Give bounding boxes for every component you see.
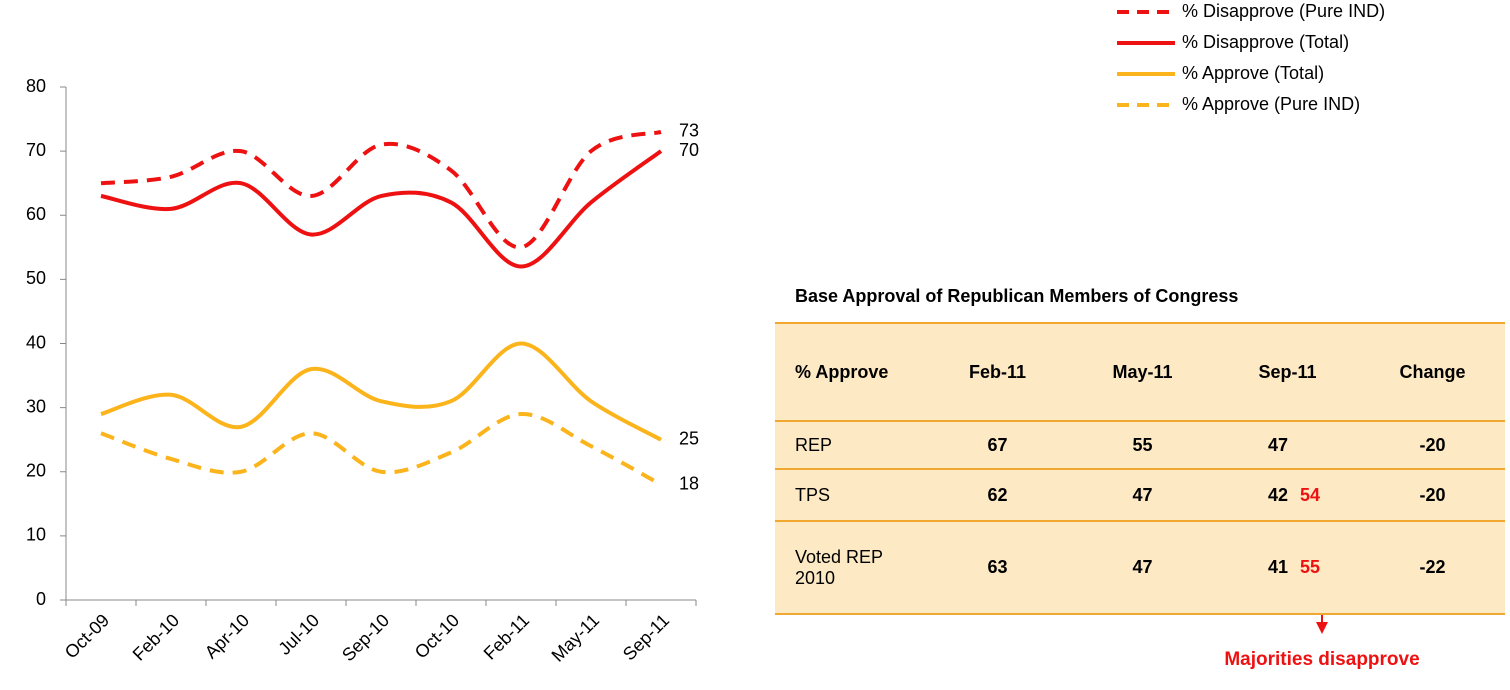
header-cell: % Approve [795, 361, 889, 382]
table-cell: 67 [987, 434, 1008, 455]
cell-value: 42 [1268, 484, 1289, 505]
table-cell: -22 [1419, 557, 1446, 577]
y-tick-label: 60 [26, 204, 46, 224]
table-cell: -20 [1419, 484, 1446, 505]
table-row: REP 67 55 47 -20 [775, 421, 1505, 469]
y-tick-label: 0 [36, 589, 46, 609]
table-cell: Voted REP 2010 [795, 546, 883, 588]
header-cell: May-11 [1112, 361, 1173, 382]
legend-label: % Disapprove (Pure IND) [1182, 1, 1385, 21]
y-tick-label: 70 [26, 140, 46, 160]
value-label: 70 [679, 140, 699, 160]
table-cell: 55 [1132, 434, 1153, 455]
disapprove-value: 54 [1300, 484, 1321, 505]
header-cell: Sep-11 [1258, 361, 1317, 382]
x-tick-label: Feb-11 [480, 610, 534, 664]
legend-label: % Approve (Total) [1182, 63, 1324, 83]
legend-label: % Disapprove (Total) [1182, 32, 1349, 52]
legend-label: % Approve (Pure IND) [1182, 94, 1360, 114]
table-cell: 47 [1132, 557, 1153, 577]
table-cell: TPS [795, 484, 831, 505]
table-cell: 62 [987, 484, 1008, 505]
header-row: % Approve Feb-11 May-11 Sep-11 Change [775, 323, 1505, 421]
disapprove-value: 55 [1300, 557, 1321, 577]
series-line [100, 412, 662, 487]
table-cell: 42 54 [1215, 469, 1360, 521]
x-tick-label: Sep-10 [338, 610, 393, 665]
cell-value: 41 [1268, 557, 1289, 577]
table: % Approve Feb-11 May-11 Sep-11 Change REP 67 5… [775, 322, 1505, 615]
arrow-head [1316, 622, 1328, 634]
table-row: TPS 62 47 42 54 -20 [775, 469, 1505, 521]
table-title: Base Approval of Republican Members of C… [795, 286, 1239, 306]
x-tick-label: Apr-10 [201, 610, 253, 662]
table-cell: 47 [1132, 484, 1153, 505]
table-row: Voted REP 2010 63 47 41 55 -22 [775, 521, 1505, 614]
table-cell: 47 [1215, 421, 1360, 469]
table-cell: 63 [987, 557, 1008, 577]
note: Majorities disapprove [1224, 649, 1419, 670]
y-tick-label: 10 [26, 525, 46, 545]
y-tick-label: 80 [26, 76, 46, 96]
x-tick-label: Jul-10 [274, 610, 323, 659]
cell-value: 47 [1268, 434, 1289, 455]
header-cell: Feb-11 [968, 361, 1027, 382]
table-cell: 41 55 [1215, 521, 1360, 614]
x-tick-label: Sep-11 [619, 610, 673, 664]
value-label: 18 [679, 473, 699, 493]
table-cell: REP [795, 434, 833, 455]
table-cell: -20 [1419, 434, 1446, 455]
y-tick-label: 30 [26, 396, 46, 416]
x-tick-label: Oct-09 [61, 610, 113, 662]
y-tick-label: 20 [26, 461, 46, 481]
series-line [100, 341, 662, 442]
value-label: 73 [679, 121, 699, 141]
x-tick-label: Oct-10 [411, 610, 463, 662]
header-cell: Change [1399, 361, 1466, 382]
series-line [100, 149, 663, 269]
y-tick-label: 40 [26, 332, 46, 352]
x-tick-label: Feb-10 [129, 610, 183, 664]
value-label: 25 [679, 428, 699, 448]
series-line [100, 129, 662, 250]
x-tick-label: May-11 [548, 610, 604, 666]
y-tick-label: 50 [26, 268, 46, 288]
